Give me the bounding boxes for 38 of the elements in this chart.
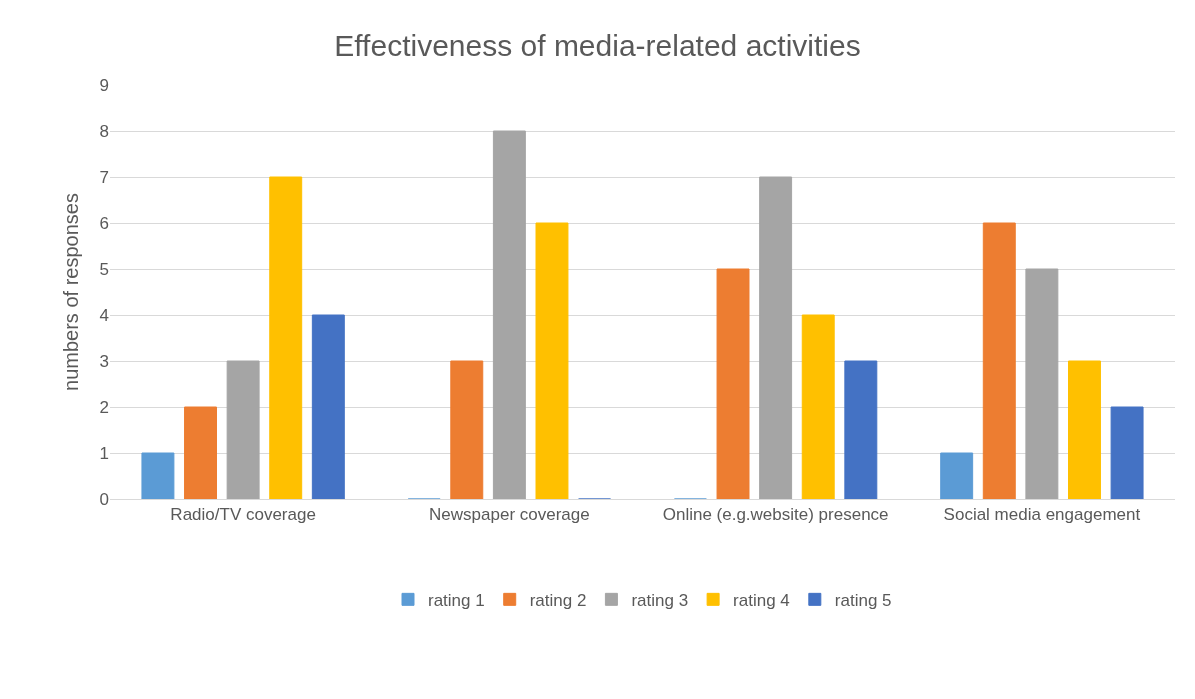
y-tick-label: 0 <box>99 489 109 509</box>
bar <box>716 268 750 499</box>
bar <box>269 176 303 499</box>
legend-label: rating 1 <box>428 590 485 610</box>
legend-label: rating 5 <box>834 590 892 610</box>
y-axis-title: numbers of responses <box>60 193 83 391</box>
y-tick-label: 5 <box>99 259 109 279</box>
x-tick-label: Online (e.g.website) presence <box>662 505 889 525</box>
x-tick-label: Social media engagement <box>943 505 1141 525</box>
y-tick-label: 4 <box>99 305 109 325</box>
y-tick-label: 3 <box>99 351 109 371</box>
bar <box>982 222 1016 499</box>
bar <box>940 452 974 499</box>
bar <box>492 130 526 499</box>
bar <box>801 314 835 499</box>
bar <box>184 406 217 499</box>
legend-label: rating 4 <box>733 590 790 610</box>
bar <box>759 176 793 499</box>
bar <box>141 452 175 499</box>
x-tick-label: Radio/TV coverage <box>170 505 316 525</box>
y-tick-label: 2 <box>99 397 109 417</box>
chart-title: Effectiveness of media-related activities <box>334 28 861 62</box>
x-tick-label: Newspaper coverage <box>429 505 590 525</box>
bar <box>535 222 569 499</box>
y-tick-label: 7 <box>99 167 109 187</box>
bar <box>450 360 484 499</box>
bar <box>1068 360 1101 499</box>
y-tick-label: 8 <box>99 121 109 141</box>
bar <box>311 314 345 499</box>
legend-label: rating 3 <box>631 590 689 610</box>
bar <box>844 360 878 499</box>
y-tick-label: 6 <box>99 213 109 233</box>
y-tick-label: 9 <box>99 75 109 95</box>
legend-label: rating 2 <box>529 590 587 610</box>
bar <box>1025 268 1059 499</box>
bar <box>226 360 260 499</box>
bar <box>1110 406 1144 499</box>
y-tick-label: 1 <box>99 443 109 463</box>
